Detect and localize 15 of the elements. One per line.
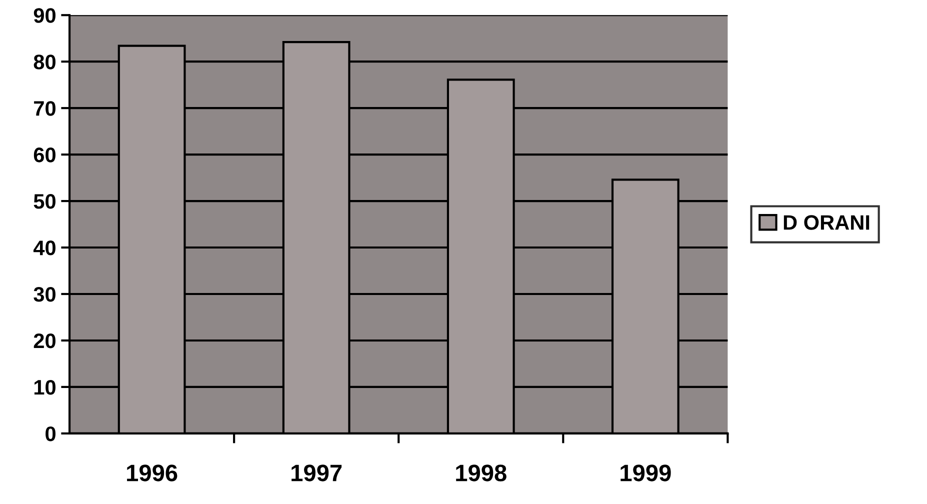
y-tick-label: 40 xyxy=(33,240,56,256)
y-tick-label: 70 xyxy=(34,101,56,116)
y-tick-label: 50 xyxy=(34,194,56,209)
y-tick-label: 80 xyxy=(34,54,56,70)
y-tick-label: 60 xyxy=(34,148,56,162)
x-tick-label: 1997 xyxy=(292,464,342,482)
y-tick-label: 10 xyxy=(34,380,56,395)
legend-label: D ORANI xyxy=(784,215,870,230)
y-tick-label: 90 xyxy=(34,8,56,23)
y-tick-label: 0 xyxy=(46,426,56,442)
y-tick-label: 30 xyxy=(34,287,56,302)
x-tick-label: 1996 xyxy=(127,464,178,482)
x-tick-label: 1999 xyxy=(620,464,671,482)
x-tick-label: 1998 xyxy=(456,464,506,482)
y-tick-label: 20 xyxy=(34,333,56,348)
